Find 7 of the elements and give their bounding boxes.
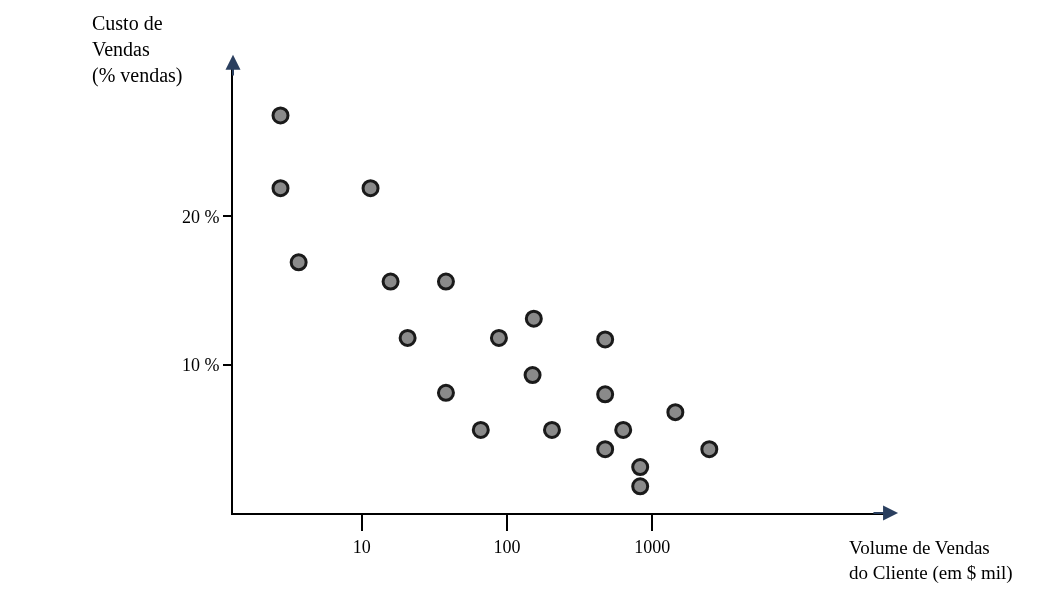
y-tick-label: 20 %	[181, 206, 220, 227]
x-tick-label: 10	[352, 536, 371, 557]
y-tick-label: 10 %	[181, 354, 220, 375]
x-tick-label: 1000	[634, 536, 671, 557]
x-tick-label: 100	[493, 536, 521, 557]
x-axis-title: Volume de Vendas do Cliente (em $ mil)	[849, 537, 1013, 584]
y-axis-title: Custo de Vendas (% vendas)	[92, 12, 183, 87]
